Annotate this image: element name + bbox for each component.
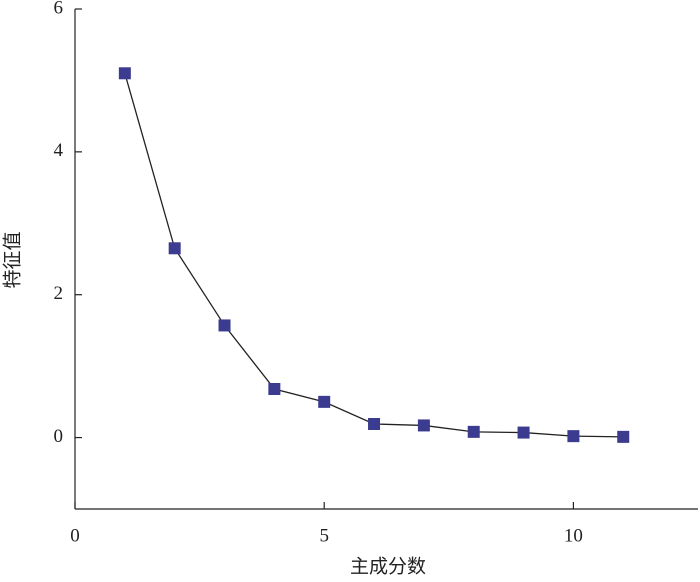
marker <box>567 430 580 443</box>
marker <box>517 426 530 439</box>
y-tick-label: 2 <box>54 283 64 304</box>
y-axis-label: 特征值 <box>1 231 23 288</box>
x-tick-label: 0 <box>70 525 80 546</box>
marker <box>417 419 430 432</box>
x-axis-label: 主成分数 <box>350 555 426 577</box>
marker <box>118 67 131 80</box>
y-tick-label: 0 <box>54 426 64 447</box>
marker <box>467 425 480 438</box>
data-line <box>124 73 624 438</box>
marker <box>218 319 231 332</box>
marker <box>617 430 630 443</box>
marker <box>368 418 381 430</box>
marker <box>168 242 181 255</box>
marker <box>268 383 281 395</box>
y-tick-label: 6 <box>54 0 64 18</box>
x-tick-label: 10 <box>564 525 583 546</box>
x-tick-label: 5 <box>319 525 329 546</box>
marker <box>318 395 331 408</box>
y-tick-label: 4 <box>54 140 64 161</box>
